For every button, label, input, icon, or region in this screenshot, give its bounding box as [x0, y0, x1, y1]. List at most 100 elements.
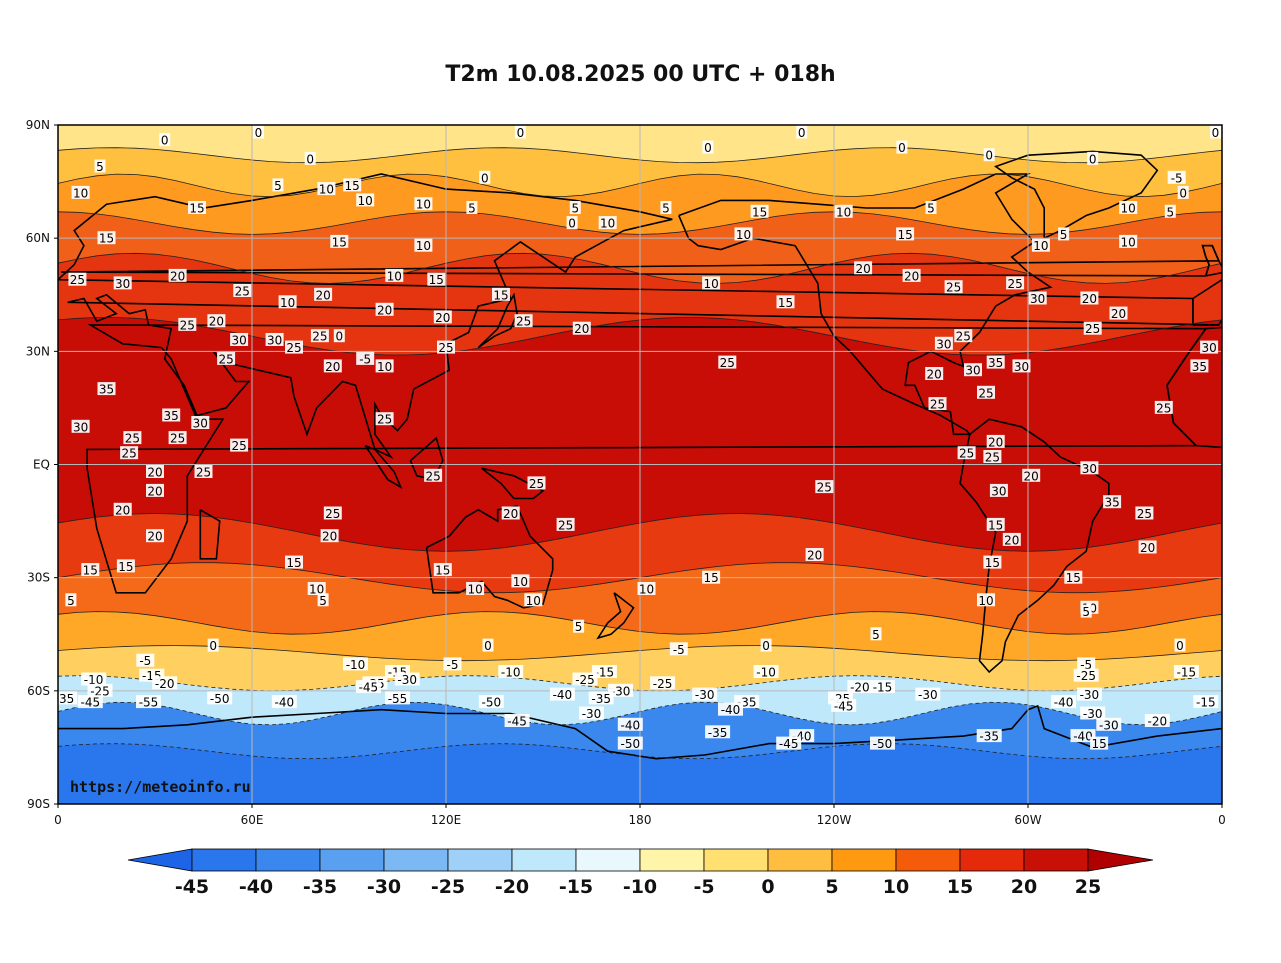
contour-label-bg [915, 687, 941, 701]
contour-label: 0 [304, 151, 316, 166]
contour-label: 0 [159, 133, 171, 148]
contour-label: 15 [427, 272, 446, 287]
contour-label-bg [1109, 306, 1128, 320]
contour-label-text: 20 [147, 466, 162, 480]
contour-label: 0 [482, 638, 494, 653]
contour-label: 15 [97, 231, 116, 246]
contour-label-bg [831, 698, 857, 712]
contour-label-text: 20 [377, 303, 392, 317]
contour-label-text: 30 [965, 364, 980, 378]
contour-label-bg [1174, 638, 1186, 652]
contour-label: 15 [1090, 736, 1109, 751]
contour-label-text: -50 [873, 737, 893, 751]
contour-label: 20 [113, 502, 132, 517]
contour-label: 20 [207, 314, 226, 329]
contour-label-text: 30 [1030, 292, 1045, 306]
contour-label-bg [925, 201, 937, 214]
contour-label-text: -40 [553, 688, 573, 702]
contour-label-bg [498, 665, 524, 678]
contour-label: 25 [217, 351, 236, 366]
contour-label: -45 [77, 695, 103, 710]
contour-label-text: 25 [529, 477, 544, 491]
contour-label: -20 [847, 680, 873, 695]
colorbar-segment [255, 848, 321, 872]
contour-label-text: 20 [904, 269, 919, 283]
contour-label-bg [343, 657, 368, 671]
contour-label: 5 [317, 593, 329, 608]
watermark-url: https://meteoinfo.ru [70, 778, 251, 796]
colorbar-arrow-high [1087, 848, 1154, 872]
contour-label: 25 [957, 446, 976, 461]
contour-label-text: 25 [180, 318, 195, 332]
contour-label: 25 [815, 480, 834, 495]
contour-label-text: 5 [468, 202, 476, 216]
contour-label-bg [136, 653, 155, 667]
contour-label-bg [527, 476, 546, 490]
contour-label: -20 [1144, 714, 1170, 729]
contour-label-bg [617, 736, 643, 750]
contour-label-bg [77, 695, 103, 709]
contour-label-bg [385, 691, 410, 705]
contour-label-text: 0 [898, 141, 906, 155]
contour-label-text: -25 [90, 684, 110, 698]
contour-label: -30 [1080, 706, 1106, 721]
contour-label-bg [1031, 238, 1050, 252]
contour-label-bg [1073, 668, 1099, 682]
contour-label: 10 [702, 276, 721, 291]
contour-label: 20 [986, 434, 1005, 449]
contour-label-text: 0 [1212, 126, 1220, 140]
contour-label-bg [1167, 170, 1186, 184]
contour-label-bg [113, 276, 132, 290]
contour-label-text: 5 [319, 594, 327, 608]
contour-label: 0 [566, 216, 578, 231]
contour-label-bg [815, 480, 834, 494]
contour-label: -50 [478, 695, 504, 710]
contour-label-bg [304, 151, 316, 165]
contour-label-text: 10 [978, 594, 993, 608]
contour-label: 20 [925, 367, 944, 382]
contour-label: 5 [1164, 204, 1176, 219]
contour-label-bg [750, 204, 769, 218]
contour-label-text: 5 [274, 179, 282, 193]
contour-label-bg [986, 517, 1005, 531]
contour-label-text: 20 [147, 530, 162, 544]
contour-label-bg [194, 465, 213, 478]
contour-label-bg [902, 268, 921, 282]
contour-label: -10 [498, 665, 524, 680]
contour-label-bg [265, 333, 284, 346]
new-zealand-outline [596, 592, 635, 640]
contour-label-bg [414, 197, 433, 211]
colorbar-segment [959, 848, 1025, 872]
contour-label-text: 15 [1091, 737, 1106, 751]
contour-label: 10 [637, 582, 656, 597]
contour-label-bg [514, 314, 533, 328]
contour-label-text: -15 [1177, 666, 1197, 680]
contour-label-text: -25 [1076, 669, 1096, 683]
contour-label: 30 [71, 419, 90, 434]
contour-label-bg [375, 302, 394, 316]
contour-label: 30 [230, 333, 249, 348]
contour-label-bg [1012, 359, 1031, 373]
contour-label: 5 [1058, 227, 1070, 242]
contour-label: 30 [964, 363, 982, 378]
contour-label-bg [433, 310, 452, 324]
contour-label-bg [1058, 227, 1070, 241]
contour-label: -30 [1096, 717, 1122, 732]
contour-label-bg [608, 683, 634, 697]
contour-label: 15 [330, 234, 349, 249]
contour-label-text: 5 [927, 202, 935, 216]
contour-label-bg [168, 431, 187, 445]
contour-label-text: -10 [501, 666, 521, 680]
contour-label-bg [1119, 201, 1138, 214]
contour-label: 25 [123, 431, 142, 446]
contour-label-text: 25 [720, 356, 735, 370]
contour-label: 25 [977, 385, 995, 400]
contour-label-text: 25 [956, 330, 971, 344]
lon-tick-label: 0 [54, 813, 62, 827]
contour-label-bg [191, 416, 210, 429]
contour-label-bg [1002, 532, 1021, 546]
contour-label-text: 0 [335, 330, 343, 344]
contour-label: 15 [343, 178, 362, 193]
contour-label-text: 0 [1176, 639, 1184, 653]
contour-label-text: 10 [280, 296, 295, 310]
